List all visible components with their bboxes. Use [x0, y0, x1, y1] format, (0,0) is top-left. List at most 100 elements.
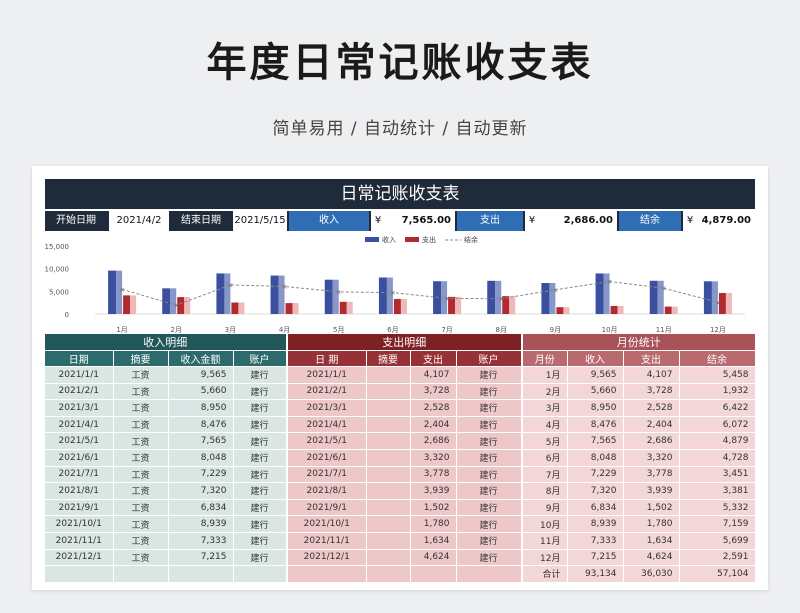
income-cell[interactable]: 2021/12/1	[45, 549, 114, 567]
expense-cell[interactable]: 2021/10/1	[288, 515, 367, 533]
income-cell[interactable]: 工资	[113, 549, 169, 567]
expense-cell[interactable]: 4,107	[410, 366, 457, 384]
monthly-cell[interactable]: 93,134	[567, 565, 624, 583]
monthly-cell[interactable]: 6,422	[679, 399, 756, 417]
expense-cell[interactable]: 2,528	[410, 399, 457, 417]
monthly-cell[interactable]: 7,229	[567, 466, 624, 484]
monthly-cell[interactable]: 2,591	[679, 549, 756, 567]
income-cell[interactable]: 8,476	[168, 416, 234, 434]
monthly-cell[interactable]: 4,107	[623, 366, 680, 384]
income-cell[interactable]: 2021/2/1	[45, 383, 114, 401]
monthly-cell[interactable]: 2月	[523, 383, 568, 401]
income-cell[interactable]: 建行	[233, 549, 287, 567]
monthly-cell[interactable]: 1,502	[623, 499, 680, 517]
expense-cell[interactable]: 建行	[456, 432, 522, 450]
monthly-cell[interactable]: 3,778	[623, 466, 680, 484]
monthly-cell[interactable]: 3,728	[623, 383, 680, 401]
monthly-cell[interactable]: 3,381	[679, 482, 756, 500]
expense-cell[interactable]	[366, 549, 411, 567]
monthly-cell[interactable]: 8,048	[567, 449, 624, 467]
income-cell[interactable]: 7,320	[168, 482, 234, 500]
income-cell[interactable]: 工资	[113, 383, 169, 401]
income-cell[interactable]: 建行	[233, 466, 287, 484]
expense-cell[interactable]: 2021/9/1	[288, 499, 367, 517]
expense-cell[interactable]: 建行	[456, 466, 522, 484]
monthly-cell[interactable]: 6,834	[567, 499, 624, 517]
income-cell[interactable]: 建行	[233, 366, 287, 384]
monthly-cell[interactable]: 5,660	[567, 383, 624, 401]
monthly-cell[interactable]: 36,030	[623, 565, 680, 583]
monthly-cell[interactable]: 3,451	[679, 466, 756, 484]
expense-cell[interactable]: 2021/4/1	[288, 416, 367, 434]
monthly-cell[interactable]: 7,215	[567, 549, 624, 567]
income-cell[interactable]: 建行	[233, 383, 287, 401]
monthly-cell[interactable]: 5,699	[679, 532, 756, 550]
monthly-cell[interactable]: 6,072	[679, 416, 756, 434]
income-cell[interactable]: 2021/1/1	[45, 366, 114, 384]
income-cell[interactable]: 6,834	[168, 499, 234, 517]
expense-cell[interactable]	[366, 482, 411, 500]
income-cell[interactable]: 工资	[113, 432, 169, 450]
income-cell[interactable]: 8,950	[168, 399, 234, 417]
income-cell[interactable]: 工资	[113, 366, 169, 384]
income-cell[interactable]: 2021/10/1	[45, 515, 114, 533]
expense-cell[interactable]	[366, 499, 411, 517]
monthly-cell[interactable]: 2,404	[623, 416, 680, 434]
monthly-cell[interactable]: 5,458	[679, 366, 756, 384]
income-cell[interactable]: 2021/7/1	[45, 466, 114, 484]
expense-cell[interactable]: 2,686	[410, 432, 457, 450]
monthly-cell[interactable]: 1,634	[623, 532, 680, 550]
income-cell[interactable]: 建行	[233, 499, 287, 517]
income-cell[interactable]: 工资	[113, 399, 169, 417]
income-cell[interactable]: 9,565	[168, 366, 234, 384]
monthly-cell[interactable]: 57,104	[679, 565, 756, 583]
expense-cell[interactable]: 建行	[456, 366, 522, 384]
monthly-cell[interactable]: 9月	[523, 499, 568, 517]
expense-cell[interactable]: 3,778	[410, 466, 457, 484]
income-cell[interactable]: 工资	[113, 499, 169, 517]
expense-cell[interactable]	[366, 383, 411, 401]
start-date-field[interactable]: 2021/4/2	[109, 211, 169, 231]
monthly-cell[interactable]: 9,565	[567, 366, 624, 384]
expense-cell[interactable]: 建行	[456, 499, 522, 517]
income-cell[interactable]: 2021/6/1	[45, 449, 114, 467]
income-cell[interactable]: 工资	[113, 482, 169, 500]
expense-cell[interactable]	[288, 565, 367, 583]
income-cell[interactable]: 2021/9/1	[45, 499, 114, 517]
income-cell[interactable]: 2021/4/1	[45, 416, 114, 434]
expense-cell[interactable]: 2021/7/1	[288, 466, 367, 484]
expense-cell[interactable]: 建行	[456, 416, 522, 434]
expense-cell[interactable]: 1,780	[410, 515, 457, 533]
expense-cell[interactable]: 建行	[456, 449, 522, 467]
expense-cell[interactable]	[366, 466, 411, 484]
monthly-cell[interactable]: 11月	[523, 532, 568, 550]
end-date-field[interactable]: 2021/5/15	[233, 211, 287, 231]
income-cell[interactable]: 8,939	[168, 515, 234, 533]
expense-cell[interactable]	[366, 515, 411, 533]
income-cell[interactable]: 5,660	[168, 383, 234, 401]
expense-cell[interactable]	[456, 565, 522, 583]
income-cell[interactable]: 建行	[233, 532, 287, 550]
expense-cell[interactable]	[366, 399, 411, 417]
expense-cell[interactable]	[366, 366, 411, 384]
expense-cell[interactable]: 建行	[456, 399, 522, 417]
monthly-cell[interactable]: 8,476	[567, 416, 624, 434]
expense-cell[interactable]: 建行	[456, 482, 522, 500]
monthly-cell[interactable]: 2,686	[623, 432, 680, 450]
monthly-cell[interactable]: 4,624	[623, 549, 680, 567]
monthly-cell[interactable]: 合计	[523, 565, 568, 583]
monthly-cell[interactable]: 3,320	[623, 449, 680, 467]
income-cell[interactable]: 建行	[233, 416, 287, 434]
monthly-cell[interactable]: 8,939	[567, 515, 624, 533]
monthly-cell[interactable]: 5,332	[679, 499, 756, 517]
monthly-cell[interactable]: 5月	[523, 432, 568, 450]
income-cell[interactable]: 7,333	[168, 532, 234, 550]
income-cell[interactable]: 工资	[113, 532, 169, 550]
expense-cell[interactable]: 建行	[456, 515, 522, 533]
income-cell[interactable]: 建行	[233, 432, 287, 450]
expense-cell[interactable]	[366, 416, 411, 434]
expense-cell[interactable]: 3,320	[410, 449, 457, 467]
income-cell[interactable]	[113, 565, 169, 583]
monthly-cell[interactable]: 1,780	[623, 515, 680, 533]
income-cell[interactable]	[168, 565, 234, 583]
